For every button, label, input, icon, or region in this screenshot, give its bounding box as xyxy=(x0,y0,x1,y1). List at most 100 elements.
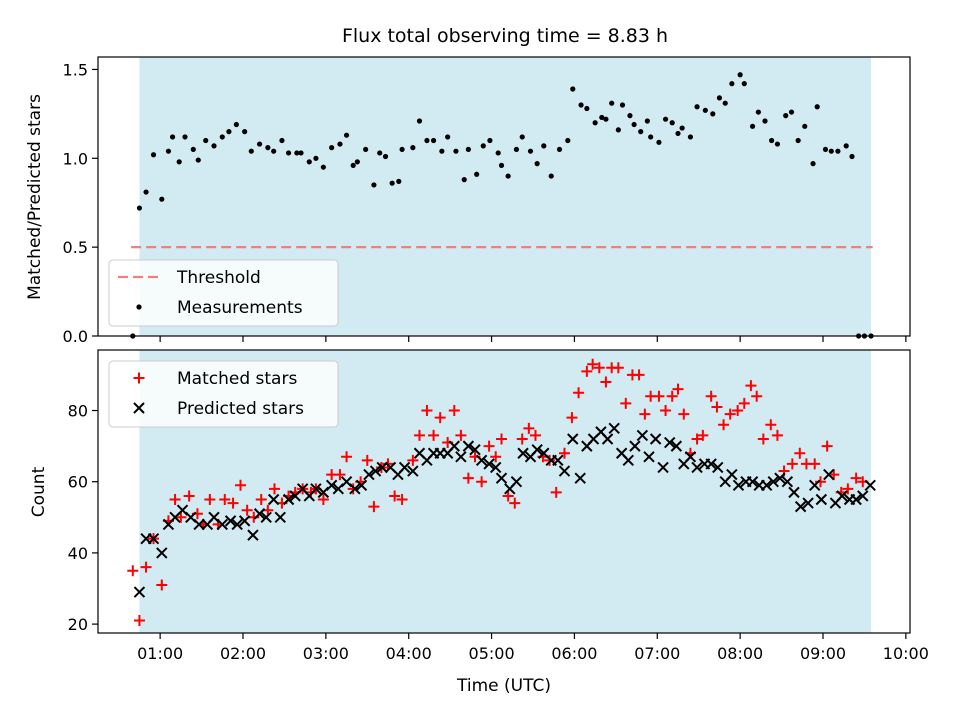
measurement-point xyxy=(679,125,685,131)
measurement-point xyxy=(570,86,576,92)
matched-star-point xyxy=(368,501,380,513)
matched-star-point xyxy=(133,615,145,627)
predicted-star-point xyxy=(398,461,411,474)
predicted-star-point xyxy=(664,436,676,449)
measurement-point xyxy=(190,146,196,153)
legend-counts: Matched stars Predicted stars xyxy=(108,360,339,428)
measurement-point xyxy=(136,205,143,211)
matched-star-point xyxy=(268,483,280,495)
measurement-points xyxy=(130,72,874,339)
predicted-star-point xyxy=(448,440,460,452)
count-points xyxy=(127,358,876,627)
measurement-point xyxy=(737,72,743,78)
matched-star-point xyxy=(341,451,353,463)
matched-star-point xyxy=(502,490,514,502)
matched-star-point xyxy=(711,401,723,413)
matched-star-point xyxy=(587,358,599,370)
predicted-star-point xyxy=(567,433,579,445)
measurement-point xyxy=(298,150,304,156)
y-tick-label: 80 xyxy=(68,402,88,421)
measurement-point xyxy=(143,189,149,195)
measurement-point xyxy=(265,145,271,151)
y-tick-label: 0.0 xyxy=(63,327,88,346)
measurement-point xyxy=(159,196,165,202)
measurement-point xyxy=(669,120,675,126)
predicted-star-point xyxy=(670,440,683,452)
predicted-star-point xyxy=(475,454,488,467)
measurement-point xyxy=(382,153,389,160)
matched-star-point xyxy=(389,490,401,502)
measurement-point xyxy=(371,182,377,188)
predicted-star-point xyxy=(282,493,295,506)
predicted-star-point xyxy=(224,515,237,527)
measurement-point xyxy=(410,145,416,151)
matched-star-point xyxy=(241,504,253,516)
matched-star-point xyxy=(612,362,624,374)
matched-star-point xyxy=(127,565,139,577)
measurement-point xyxy=(828,148,834,154)
measurement-point xyxy=(584,105,590,112)
predicted-star-point xyxy=(193,518,205,531)
measurement-point xyxy=(505,173,511,179)
measurement-point xyxy=(495,150,501,156)
predicted-star-point xyxy=(836,490,848,502)
predicted-star-point xyxy=(781,476,794,488)
x-axis-label: Time (UTC) xyxy=(456,676,551,696)
predicted-star-point xyxy=(857,490,869,502)
measurement-point xyxy=(219,134,225,140)
measurement-point xyxy=(755,109,761,115)
measurement-point xyxy=(285,150,292,156)
matched-star-point xyxy=(672,383,684,395)
x-tick-label: 05:00 xyxy=(469,644,515,663)
predicted-star-point xyxy=(732,479,745,491)
measurement-point xyxy=(615,127,621,133)
predicted-star-point xyxy=(260,511,272,524)
measurement-point xyxy=(783,113,789,119)
predicted-star-point xyxy=(253,508,266,520)
predicted-star-point xyxy=(310,483,322,495)
predicted-star-point xyxy=(601,433,614,445)
matched-star-point xyxy=(516,433,528,445)
measurement-point xyxy=(169,134,176,140)
x-tick-label: 04:00 xyxy=(386,644,432,663)
measurement-point xyxy=(541,143,547,149)
measurement-point xyxy=(271,148,277,154)
matched-star-point xyxy=(396,494,408,506)
measurement-point xyxy=(662,116,669,122)
matched-star-point xyxy=(428,429,440,441)
measurement-point xyxy=(256,141,263,147)
measurement-point xyxy=(453,148,459,154)
predicted-star-point xyxy=(746,476,759,488)
measurement-point xyxy=(519,134,525,140)
predicted-star-point xyxy=(267,493,280,506)
predicted-star-point xyxy=(376,461,388,474)
matched-star-point xyxy=(407,454,419,466)
measurement-point xyxy=(337,141,343,147)
matched-star-point xyxy=(496,433,508,445)
measurement-point xyxy=(644,118,650,124)
measurement-point xyxy=(445,134,451,140)
y-tick-label: 1.5 xyxy=(63,60,88,79)
measurement-point xyxy=(592,120,598,126)
measurement-point xyxy=(849,153,855,160)
measurement-point xyxy=(810,161,816,167)
measurement-point xyxy=(195,157,201,163)
matched-star-point xyxy=(255,494,267,506)
measurement-point xyxy=(329,145,335,151)
predicted-star-point xyxy=(815,493,828,506)
matched-star-point xyxy=(581,365,593,377)
matched-star-point xyxy=(490,451,502,463)
matched-star-point xyxy=(600,376,612,388)
predicted-star-point xyxy=(636,429,649,442)
matched-star-point xyxy=(169,494,181,506)
measurement-point xyxy=(377,150,383,156)
predicted-star-point xyxy=(469,443,481,456)
measurement-point xyxy=(687,134,694,140)
matched-star-point xyxy=(745,380,757,392)
y-tick-label: 1.0 xyxy=(63,149,88,168)
matched-star-point xyxy=(455,429,467,441)
measurement-point xyxy=(802,123,808,129)
predicted-star-point xyxy=(558,465,571,477)
